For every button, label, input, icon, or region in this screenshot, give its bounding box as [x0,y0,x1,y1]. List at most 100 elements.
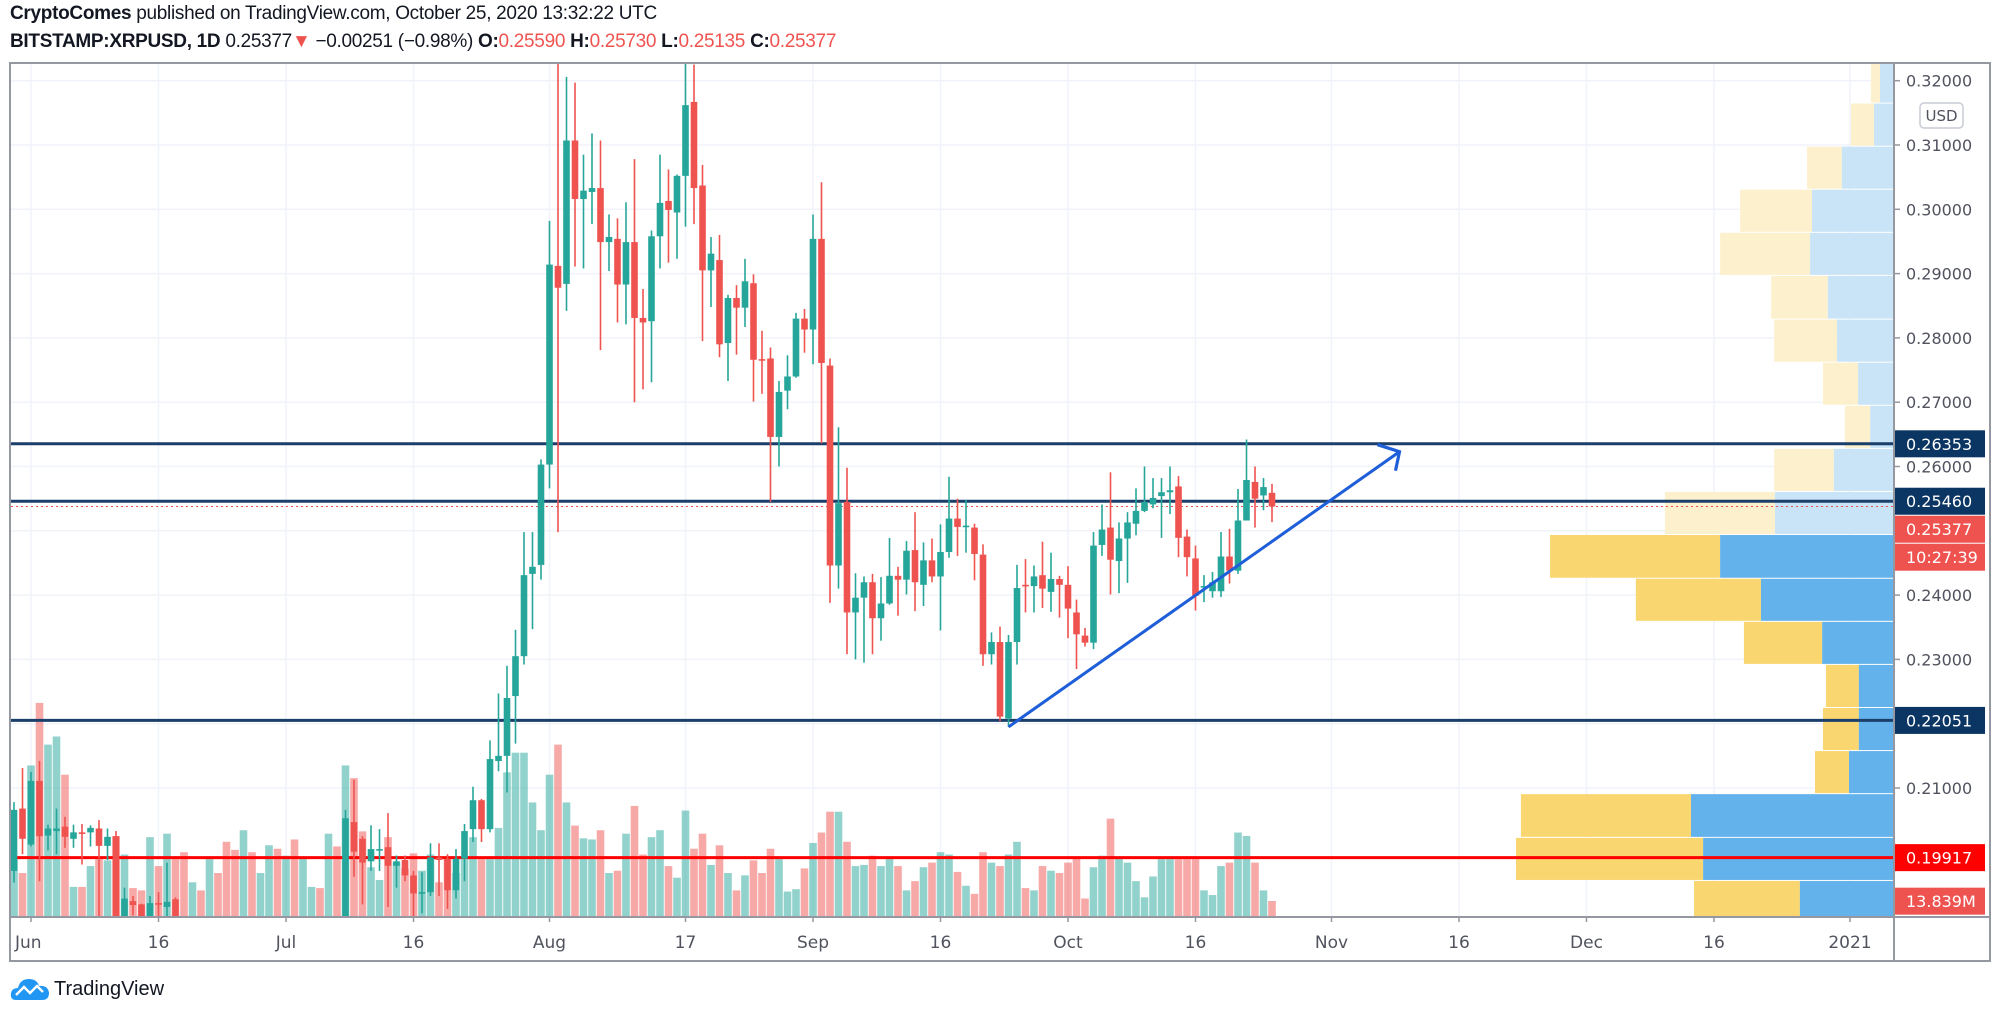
volume-bar [639,854,647,917]
down-arrow-icon: ▼ [291,31,311,52]
volume-bar [248,852,256,917]
volume-bar [800,868,809,917]
volume-bar [1234,832,1242,917]
candle-body [1158,492,1165,497]
candle-body [563,140,570,284]
candle-body [172,899,179,917]
price-badge[interactable] [1895,487,1985,515]
tradingview-logo[interactable]: TradingView [10,976,164,1002]
volume-bar [596,830,605,917]
candle-body [121,898,128,917]
candle-body [928,560,936,577]
volume-bar [724,873,732,917]
profile-bar-up [1822,621,1894,664]
candle-body [486,759,494,830]
author-name[interactable]: CryptoComes [10,3,132,24]
volume-bar [588,839,596,917]
profile-bar-up [1870,405,1894,448]
price-tick-label: 0.24000 [1906,586,1972,605]
candle-body [503,697,511,756]
candle-body [614,238,621,285]
time-tick-label: Jun [14,933,42,953]
currency-button[interactable] [1919,102,1964,129]
volume-bar [171,859,180,917]
candle-body [1175,486,1182,538]
candle-body [1226,556,1233,571]
candle-body [452,858,460,891]
price-axis[interactable]: 0.32000 0.31000 0.30000 0.29000 0.28000 0.270… [1894,72,1985,915]
volume-bar [987,862,996,917]
last-price: 0.25377 [225,31,292,52]
price-badge[interactable] [1895,515,1985,543]
volume-bar [826,811,834,917]
volume-bar [528,802,537,917]
profile-bar-up [1849,751,1894,794]
volume-bar [494,827,503,917]
candle-body [1107,527,1114,560]
volume-bar [265,845,273,917]
volume-bar [928,862,936,917]
candle-body [129,901,137,906]
profile-bar-down [1635,578,1761,621]
volume-bar [996,866,1004,917]
price-badge[interactable] [1895,844,1985,872]
profile-bar-up [1836,319,1894,362]
volume-bar [749,860,758,917]
candle-body [546,264,553,465]
time-axis[interactable]: Jun 16 Jul 16 Aug 17 Sep 16 Oct 16 Nov 16 Dec 16 2021 [14,917,1872,953]
volume-bar [1251,862,1259,917]
high-value: 0.25730 [589,31,657,52]
volume-bar [146,837,154,917]
volume-bar [1166,859,1174,917]
candle-body [1073,612,1080,635]
candle-body [1022,584,1029,587]
horizontal-levels[interactable] [11,442,1894,860]
volume-bar [367,867,375,917]
candle-body [1166,490,1174,493]
volume-bar [154,866,163,917]
profile-bar-up [1841,146,1894,189]
volume-bar [715,845,724,917]
volume-bar [69,886,78,917]
candle-body [1098,529,1106,545]
candle-body [894,575,902,580]
volume-bar [656,830,664,917]
volume-bar [681,810,690,917]
price-badge[interactable] [1895,887,1985,915]
trend-line[interactable] [1007,450,1401,729]
price-badge[interactable] [1895,706,1985,734]
volume-bar [375,879,384,917]
candle-body [775,391,783,437]
candle-body [418,892,426,894]
volume-bar [86,866,95,917]
volume-bar [1259,890,1268,917]
candle-body [988,642,995,655]
profile-bar-down [1743,621,1823,664]
price-badge[interactable] [1895,543,1985,571]
candle-body [656,202,664,237]
volume-bar [817,832,826,917]
candle-body [631,242,638,318]
trend-arrow[interactable] [1007,443,1402,729]
candle-body [571,140,579,200]
candle-body [971,527,978,554]
volume-bar [282,855,290,917]
candle-body [758,359,766,361]
candle-body [95,828,103,846]
price-badge-label: 0.25377 [1906,520,1972,539]
candle-body [792,318,800,377]
profile-bar-up [1811,189,1894,232]
volume-bar [1174,859,1183,917]
volume-bar [1200,890,1208,917]
volume-bar [103,860,112,917]
candle-body [903,550,910,580]
candle-body [1243,480,1250,521]
profile-bar-down [1850,103,1874,146]
volume-profile [1516,64,1894,917]
time-tick-label: 2021 [1828,933,1871,953]
candle-body [1209,582,1216,592]
price-badge[interactable] [1895,430,1985,458]
profile-bar-down [1771,275,1828,319]
currency-label: USD [1925,107,1957,125]
